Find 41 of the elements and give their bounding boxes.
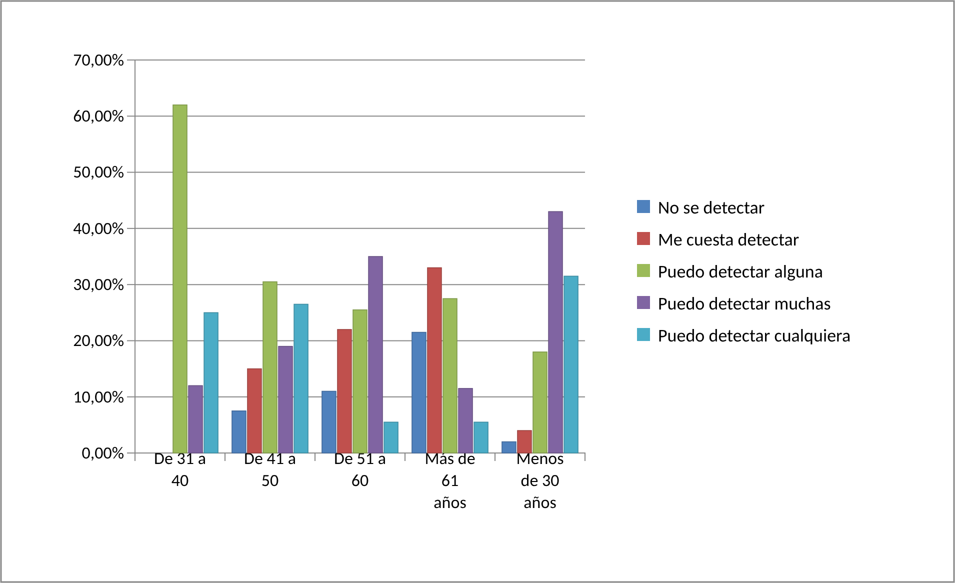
bar xyxy=(352,309,368,454)
x-tick-label: De 31 a 40 xyxy=(154,448,206,492)
y-tick-label: 10,00% xyxy=(73,386,124,408)
y-tick-label: 70,00% xyxy=(73,49,124,70)
legend-label: Me cuesta detectar xyxy=(658,228,800,250)
bar xyxy=(412,332,426,454)
x-tick-label: Menos de 30 años xyxy=(516,448,564,514)
y-tick-label: 60,00% xyxy=(73,106,124,127)
bar xyxy=(368,256,383,454)
bar xyxy=(337,329,352,454)
bar xyxy=(502,441,516,454)
bar xyxy=(532,352,548,454)
legend-label: Puedo detectar cualquiera xyxy=(658,324,851,346)
bar xyxy=(247,368,262,454)
bar xyxy=(548,211,563,454)
y-tick-label: 0,00% xyxy=(82,442,124,464)
legend-label: No se detectar xyxy=(658,196,765,218)
bar xyxy=(427,267,442,454)
bar xyxy=(442,298,458,454)
y-tick-label: 40,00% xyxy=(73,218,124,239)
bar xyxy=(294,304,308,454)
bar xyxy=(517,430,532,454)
bar xyxy=(384,422,398,454)
y-tick-label: 50,00% xyxy=(73,162,124,183)
bar xyxy=(232,410,246,454)
legend-label: Puedo detectar alguna xyxy=(658,260,823,282)
bar xyxy=(188,385,203,454)
bar xyxy=(278,346,293,454)
x-tick-label: Más de 61 años xyxy=(424,448,476,514)
bar xyxy=(262,281,278,454)
bar xyxy=(172,104,188,454)
x-tick-label: De 51 a 60 xyxy=(334,448,386,492)
legend-label: Puedo detectar muchas xyxy=(658,292,831,314)
y-tick-label: 20,00% xyxy=(73,330,124,352)
y-tick-label: 30,00% xyxy=(73,274,124,296)
bar xyxy=(564,276,578,454)
x-tick-label: De 41 a 50 xyxy=(244,448,296,492)
bar xyxy=(474,422,488,454)
bar xyxy=(458,388,473,454)
bar xyxy=(322,390,336,454)
bar xyxy=(204,312,218,454)
